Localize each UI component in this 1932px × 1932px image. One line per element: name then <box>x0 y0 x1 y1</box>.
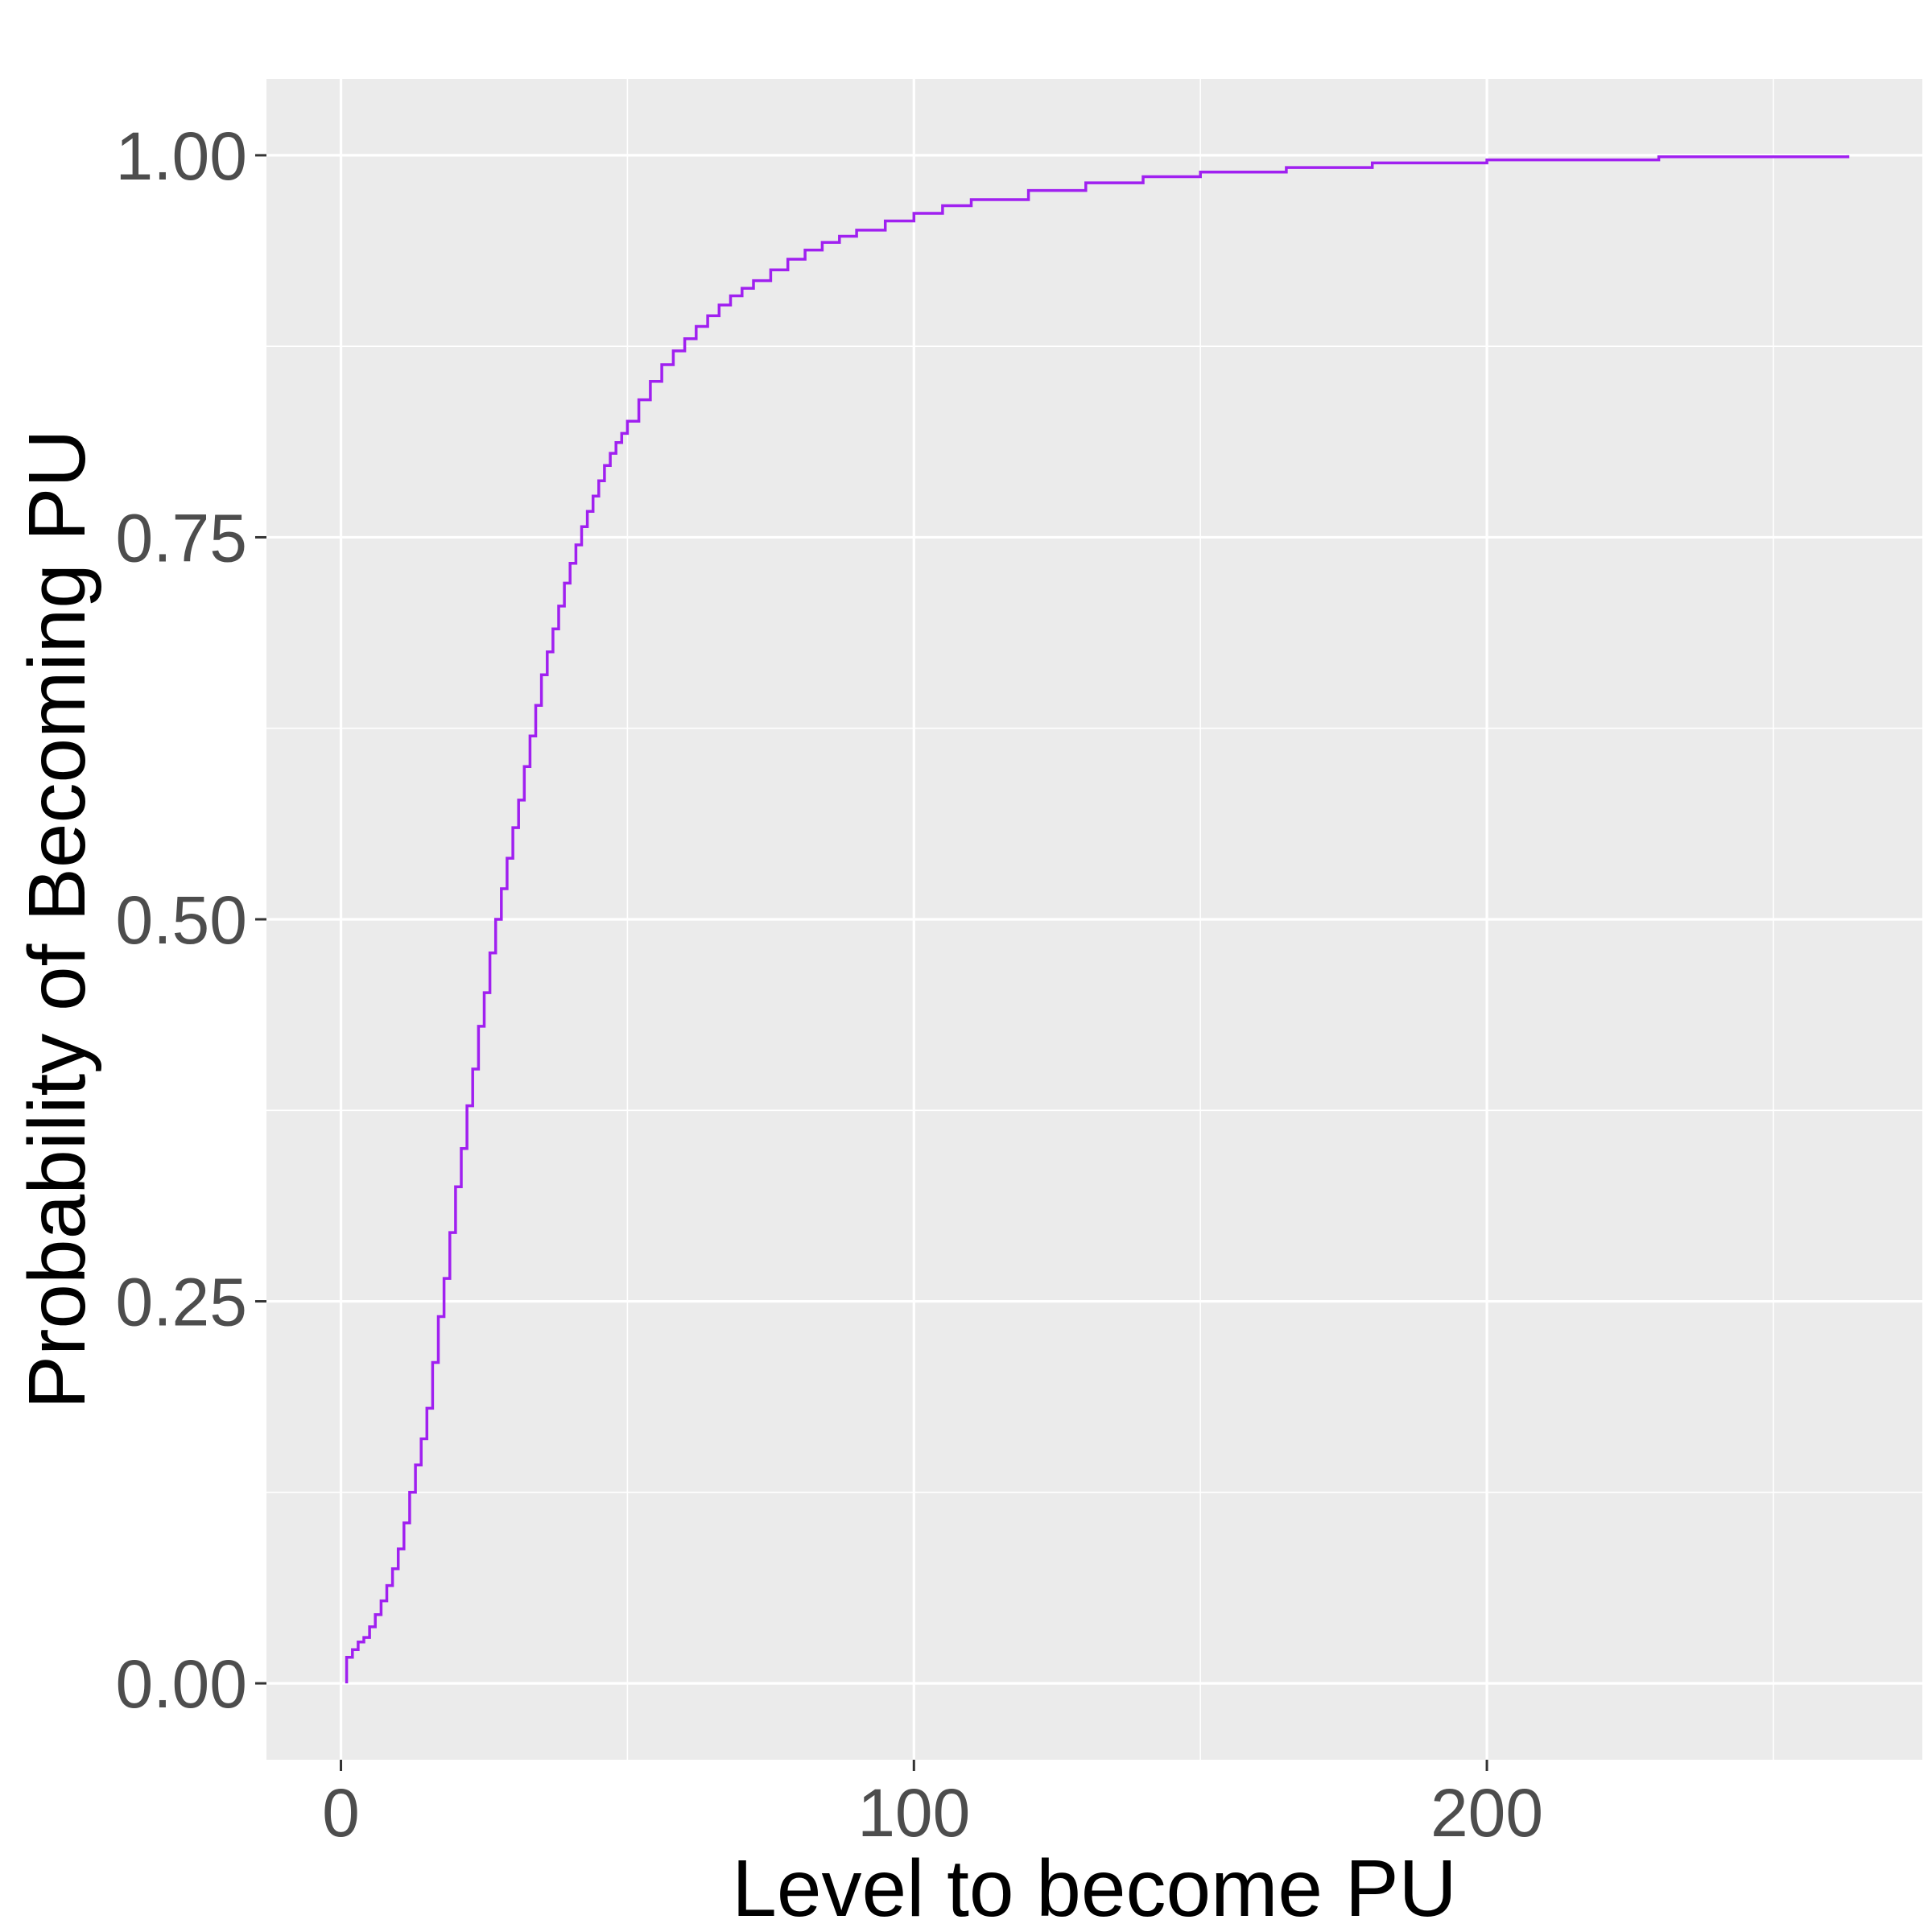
y-axis-title: Probability of Becoming PU <box>12 429 102 1409</box>
major-grid <box>266 79 1922 1760</box>
x-tick-label: 100 <box>857 1775 970 1851</box>
series-layer <box>345 155 1850 1684</box>
y-tick-label: 0.75 <box>116 500 248 576</box>
axis-ticks <box>255 154 1488 1771</box>
tick-labels: 0 100 200 0.00 0.25 0.50 0.75 1.00 <box>116 118 1544 1851</box>
x-axis-title: Level to become PU <box>732 1843 1457 1932</box>
x-tick-label: 0 <box>322 1775 360 1851</box>
y-tick-label: 0.50 <box>116 882 248 958</box>
y-tick-label: 0.00 <box>116 1646 248 1722</box>
x-tick-label: 200 <box>1430 1775 1543 1851</box>
y-tick-label: 1.00 <box>116 118 248 194</box>
y-tick-label: 0.25 <box>116 1265 248 1340</box>
ecdf-step-line <box>345 155 1850 1684</box>
